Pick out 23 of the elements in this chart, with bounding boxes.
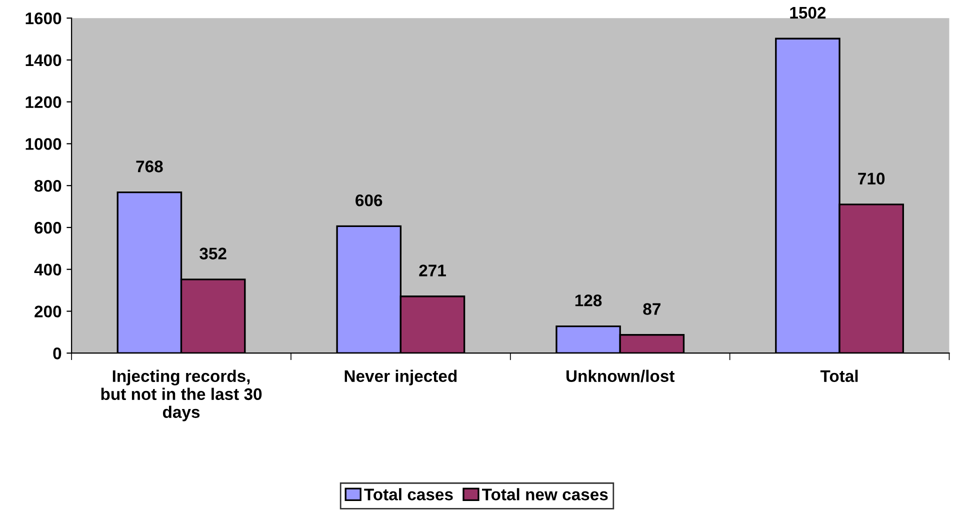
y-tick-label: 1200: [26, 96, 62, 108]
data-label: 87: [643, 303, 660, 315]
data-label: 271: [419, 264, 446, 276]
y-tick-label: 1400: [26, 54, 62, 66]
data-label: 352: [200, 248, 226, 260]
y-tick-label: 0: [53, 348, 62, 360]
y-tick-label: 600: [34, 222, 62, 234]
x-tick-label: Injecting records, but not in the last 30 days: [101, 370, 262, 422]
y-tick-label: 400: [34, 264, 62, 276]
y-tick-label: 1000: [26, 138, 62, 150]
x-tick-label: Total: [820, 370, 858, 382]
y-tick-label: 200: [34, 306, 62, 318]
data-label: 710: [858, 172, 885, 184]
y-tick-label: 1600: [26, 12, 62, 24]
y-tick-label: 800: [34, 180, 62, 192]
data-label: 128: [575, 294, 602, 306]
data-label: 768: [136, 160, 163, 172]
data-label: 606: [356, 194, 382, 206]
x-tick-label: Unknown/lost: [566, 370, 675, 382]
data-label: 1502: [790, 6, 826, 19]
legend-label: Total new cases: [482, 488, 608, 500]
legend-label: Total cases: [364, 488, 453, 500]
x-tick-label: Never injected: [344, 370, 457, 386]
